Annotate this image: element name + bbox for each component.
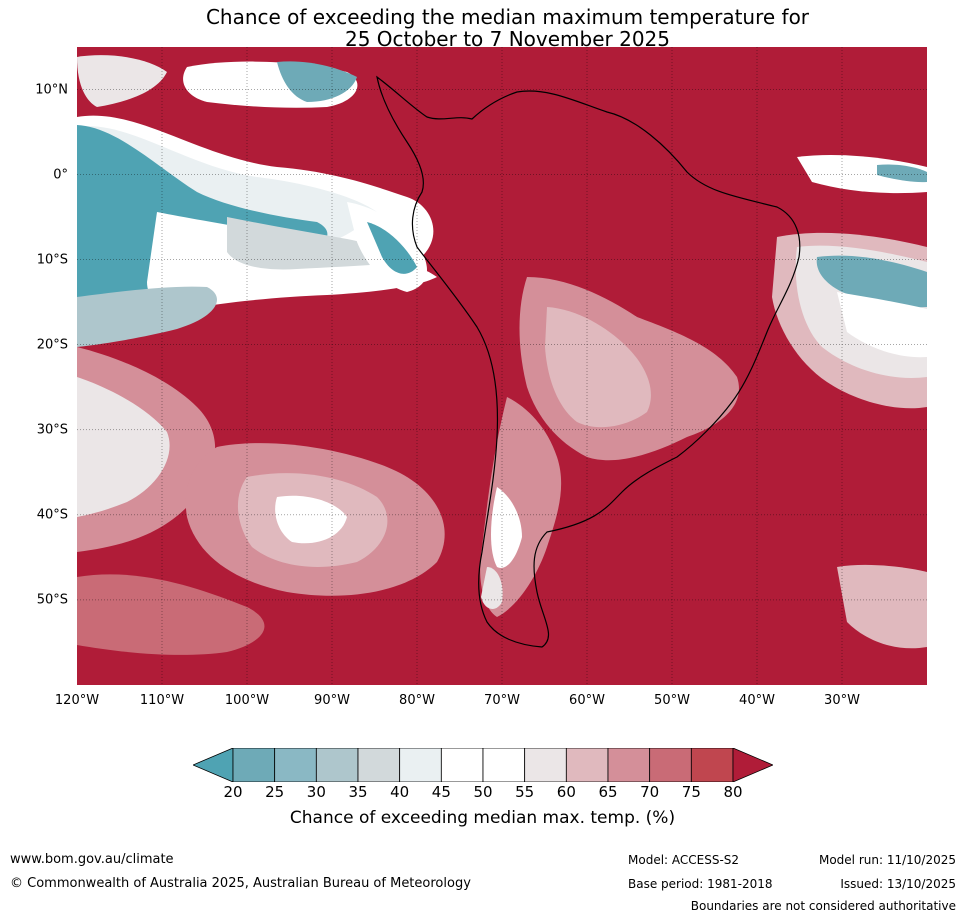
longitude-label: 100°W xyxy=(224,693,270,708)
colorbar-tick-label: 80 xyxy=(723,783,743,801)
colorbar-tick-label: 75 xyxy=(681,783,701,801)
longitude-label: 110°W xyxy=(139,693,185,708)
colorbar-bin xyxy=(274,748,317,782)
colorbar-tick-label: 55 xyxy=(515,783,535,801)
longitude-label: 40°W xyxy=(739,693,775,708)
chart-title-line2: 25 October to 7 November 2025 xyxy=(344,27,671,51)
colorbar-bin xyxy=(232,748,276,782)
colorbar-bin xyxy=(524,748,567,782)
colorbar-tick-label: 60 xyxy=(556,783,576,801)
longitude-label: 70°W xyxy=(484,693,520,708)
colorbar-bin xyxy=(440,748,484,782)
colorbar-tick-label: 35 xyxy=(348,783,368,801)
longitude-label: 60°W xyxy=(569,693,605,708)
model-text: Model: ACCESS-S2 xyxy=(628,853,740,867)
latitude-label: 30°S xyxy=(36,422,68,438)
latitude-label: 20°S xyxy=(36,337,68,353)
colorbar-tick-label: 50 xyxy=(473,783,493,801)
website-link[interactable]: www.bom.gov.au/climate xyxy=(10,852,174,867)
base-period-text: Base period: 1981-2018 xyxy=(628,877,773,891)
colorbar-bin xyxy=(357,748,401,782)
colorbar xyxy=(193,748,773,782)
forecast-map xyxy=(77,47,927,685)
coastline xyxy=(376,75,801,648)
longitude-label: 80°W xyxy=(399,693,435,708)
pacific-cool-region xyxy=(77,115,437,347)
colorbar-bin xyxy=(399,748,442,782)
central-america-cool-patch xyxy=(77,55,358,108)
colorbar-bin xyxy=(315,748,359,782)
model-run-text: Model run: 11/10/2025 xyxy=(818,853,956,867)
latitude-label: 10°S xyxy=(36,252,68,268)
colorbar-tick-label: 25 xyxy=(265,783,285,801)
colorbar-bin xyxy=(607,748,651,782)
colorbar-tick-label: 40 xyxy=(390,783,410,801)
colorbar-tick-label: 20 xyxy=(223,783,243,801)
colorbar-tick-label: 30 xyxy=(306,783,326,801)
latitude-label: 50°S xyxy=(36,592,68,608)
chart-title-line1: Chance of exceeding the median maximum t… xyxy=(205,5,810,29)
latitude-label: 0° xyxy=(53,167,68,183)
copyright-text: © Commonwealth of Australia 2025, Austra… xyxy=(10,876,471,891)
continent-interior-patches xyxy=(480,277,739,617)
longitude-label: 120°W xyxy=(54,693,100,708)
colorbar-tick-label: 70 xyxy=(640,783,660,801)
colorbar-extend-low xyxy=(193,748,234,782)
latitude-label: 40°S xyxy=(36,507,68,523)
disclaimer-text: Boundaries are not considered authoritat… xyxy=(690,899,956,913)
colorbar-bin xyxy=(690,748,734,782)
issued-text: Issued: 13/10/2025 xyxy=(840,877,956,891)
graticule xyxy=(77,47,927,685)
latitude-label: 10°N xyxy=(35,82,68,98)
colorbar-bin xyxy=(482,748,526,782)
colorbar-label: Chance of exceeding median max. temp. (%… xyxy=(289,808,676,828)
colorbar-tick-label: 65 xyxy=(598,783,618,801)
longitude-label: 50°W xyxy=(654,693,690,708)
colorbar-bin xyxy=(565,748,609,782)
colorbar-bin xyxy=(649,748,692,782)
longitude-label: 30°W xyxy=(824,693,860,708)
longitude-label: 90°W xyxy=(314,693,350,708)
colorbar-extend-high xyxy=(732,748,773,782)
south-pacific-patches xyxy=(77,347,445,655)
colorbar-tick-label: 45 xyxy=(431,783,451,801)
south-atlantic-patches xyxy=(772,155,927,649)
